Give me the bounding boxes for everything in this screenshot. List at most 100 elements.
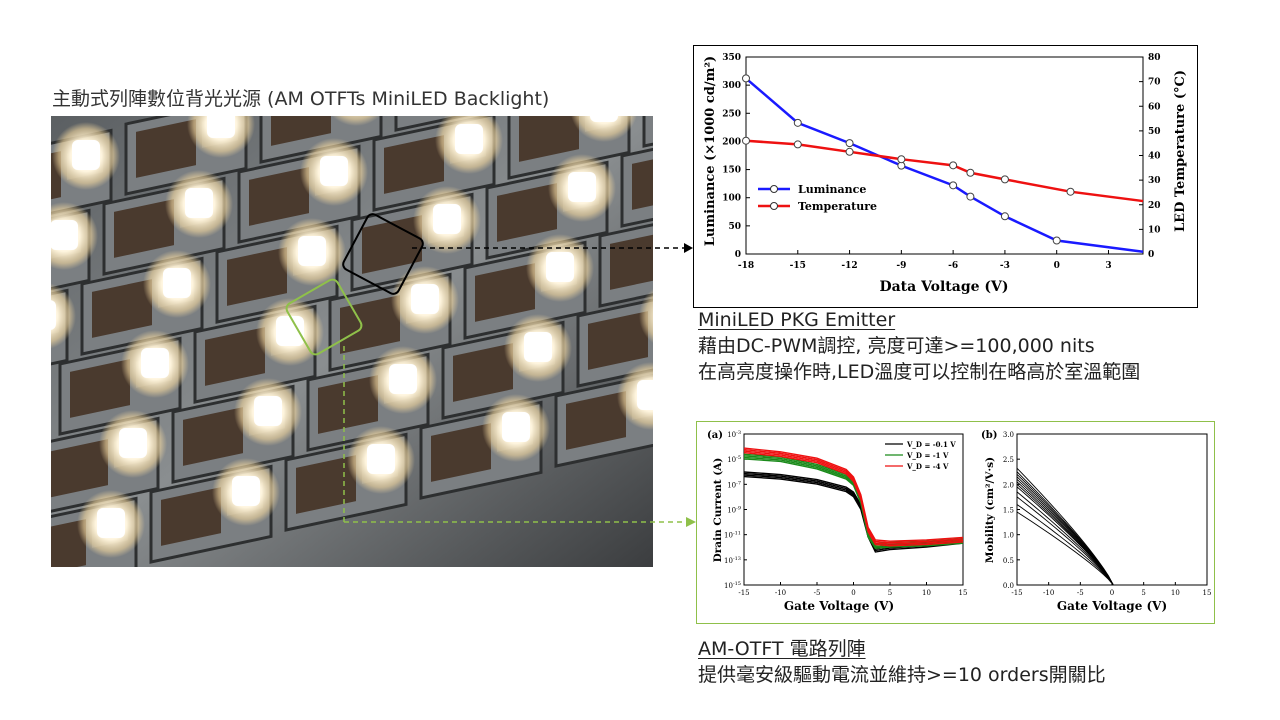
panel-a-x-tick-label: 15	[959, 589, 968, 597]
temperature-point	[949, 161, 958, 170]
luminance-point	[1000, 212, 1009, 221]
panel-a-ylabel: Drain Current (A)	[712, 458, 724, 563]
led-glow	[51, 283, 76, 349]
cell-pad	[136, 119, 196, 178]
lum-y2-tick-label: 0	[1148, 250, 1154, 260]
mobility-curve	[1016, 504, 1114, 586]
panel-b-x-tick-label: 0	[1110, 589, 1114, 597]
panel-b-x-tick-label: 15	[1203, 589, 1212, 597]
panel-a-x-tick-label: -15	[738, 589, 749, 597]
temperature-point	[845, 147, 854, 156]
luminance-point	[966, 192, 975, 201]
led-chip	[546, 252, 574, 282]
panel-b-x-tick-label: -10	[1043, 589, 1054, 597]
panel-a-y-tick-label: 10-11	[724, 531, 741, 540]
cell-pad	[249, 167, 309, 226]
cell-pad	[318, 375, 378, 434]
panel-b-ylabel: Mobility (cm²/V·s)	[984, 457, 996, 563]
lum-y-tick-label: 300	[722, 81, 741, 91]
vd-4-curve	[743, 447, 964, 542]
black-callout-box	[342, 213, 424, 295]
led-chip	[590, 116, 618, 122]
panel-a-xlabel: Gate Voltage (V)	[784, 599, 894, 613]
temperature-point	[1066, 187, 1075, 196]
panel-b-y-tick-label: 0.5	[1003, 557, 1014, 565]
mobility-curve	[1016, 467, 1114, 586]
lum-x-tick-label: -15	[790, 261, 806, 271]
panel-a-y-tick-exp: -7	[736, 480, 741, 486]
photo-title: 主動式列陣數位背光光源 (AM OTFTs MiniLED Backlight)	[52, 88, 550, 110]
minled-caption-title: MiniLED PKG Emitter	[698, 309, 896, 331]
panel-a-y-tick-label: 10-13	[724, 556, 741, 565]
panel-a-x-tick-label: 0	[851, 589, 855, 597]
lum-xlabel: Data Voltage (V)	[879, 279, 1008, 295]
led-chip	[163, 268, 191, 298]
vd-1-curve	[743, 458, 964, 549]
black-arrow-head	[684, 243, 693, 253]
led-chip	[232, 476, 260, 506]
cell-pad	[475, 263, 535, 322]
lum-y2-tick-label: 50	[1148, 127, 1161, 137]
cell-pad	[453, 343, 513, 402]
lum-x-tick-label: 3	[1105, 261, 1111, 271]
panel-a-legend-label: V_D = -1 V	[906, 451, 949, 460]
cell-pad	[51, 519, 86, 567]
panel-a-x-tick-label: 5	[888, 589, 892, 597]
otft-caption-line1: 提供毫安級驅動電流並維持>=10 orders開關比	[698, 664, 1106, 686]
cell-pad	[183, 407, 243, 466]
panel-a-y-tick-label: 10-15	[724, 581, 741, 590]
panel-b-x-tick-label: 5	[1141, 589, 1145, 597]
led-chip	[389, 364, 417, 394]
lum-ylabel: Luminance (×1000 cd/m²)	[703, 56, 718, 246]
panel-a-y-tick-exp: -15	[733, 581, 741, 587]
array-cell	[620, 128, 653, 228]
cell-pad	[114, 199, 174, 258]
temperature-point	[793, 140, 802, 149]
panel-b-y-tick-label: 3.0	[1003, 431, 1014, 439]
cell-pad	[519, 116, 579, 162]
cell-pad	[271, 116, 331, 146]
luminance-point	[1052, 236, 1061, 245]
panel-a-y-tick-label: 10-3	[727, 430, 741, 439]
array-cell	[598, 208, 653, 308]
green-callout-box	[285, 278, 363, 356]
lum-y-tick-label: 100	[722, 194, 741, 204]
panel-b-x-tick-label: -5	[1077, 589, 1084, 597]
cell-pad	[431, 423, 491, 482]
luminance-point	[793, 118, 802, 127]
luminance-point	[845, 139, 854, 148]
cell-pad	[566, 391, 626, 450]
luminance-chart: -18 -15 -12 -9 -6 -3 0 305010015020025030035001…	[703, 53, 1188, 295]
led-chip	[119, 428, 147, 458]
lum-x-tick-label: -12	[841, 261, 857, 271]
otft-charts-frame: -15 -10 -5 0 5 10 15 10-3 10-5 10-7 10-9 10-11 10-13…	[696, 421, 1215, 624]
lum-y-tick-label: 200	[722, 137, 741, 147]
panel-b-xlabel: Gate Voltage (V)	[1057, 599, 1167, 613]
panel-a-y-tick-exp: -3	[736, 430, 741, 436]
green-arrow-head	[686, 517, 696, 527]
led-chip	[367, 444, 395, 474]
panel-a-y-tick-label: 10-5	[727, 455, 741, 464]
led-chip	[51, 300, 56, 330]
lum-x-tick-label: -6	[948, 261, 958, 271]
lum-y2-tick-label: 40	[1148, 152, 1161, 162]
led-chip	[51, 220, 78, 250]
led-chip	[254, 396, 282, 426]
temperature-point	[742, 136, 750, 145]
lum-y-tick-label: 0	[735, 250, 741, 260]
luminance-point	[742, 74, 750, 83]
cell-pad	[340, 295, 400, 354]
led-chip	[320, 156, 348, 186]
led-chip	[276, 316, 304, 346]
led-chip	[185, 188, 213, 218]
mobility-curve	[1016, 511, 1114, 586]
panel-b-label: (b)	[981, 430, 997, 441]
lum-y2-tick-label: 20	[1148, 201, 1161, 211]
luminance-chart-frame: -18 -15 -12 -9 -6 -3 0 3 0 50 100 150 200 250 300 350 0 1…	[693, 45, 1198, 308]
panel-b-y-tick-label: 2.5	[1003, 456, 1014, 464]
led-chip	[568, 172, 596, 202]
panel-b-y-tick-label: 2.0	[1003, 481, 1014, 489]
cell-pad	[497, 183, 557, 242]
panel-a-legend: V_D = -0.1 V V_D = -1 V V_D = -4 V	[885, 440, 956, 471]
lum-x-tick-label: -9	[896, 261, 906, 271]
